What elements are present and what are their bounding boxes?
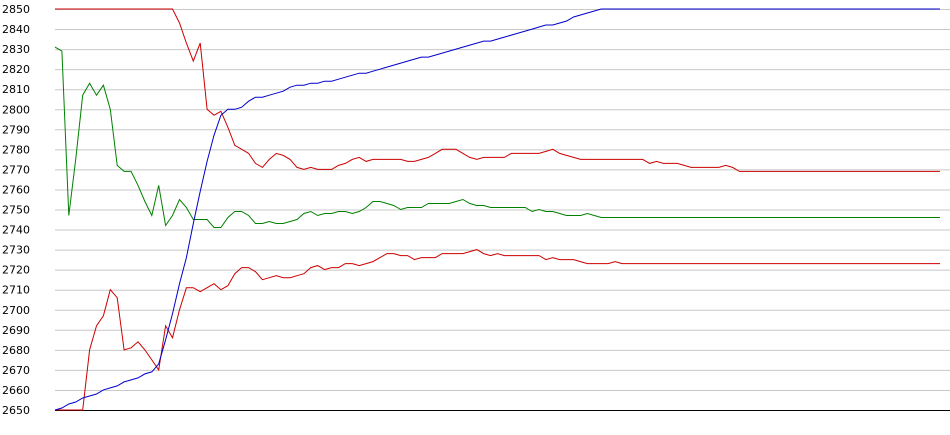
y-tick-label: 2740 xyxy=(2,224,30,237)
series-line-4 xyxy=(54,8,940,411)
y-tick-label: 2830 xyxy=(2,43,30,56)
y-tick-label: 2770 xyxy=(2,163,30,176)
y-tick-label: 2750 xyxy=(2,204,30,217)
y-tick-label: 2840 xyxy=(2,23,30,36)
y-tick-label: 2800 xyxy=(2,103,30,116)
series-line-2 xyxy=(55,249,940,411)
y-tick-label: 2680 xyxy=(2,344,30,357)
series-line-3 xyxy=(54,46,940,228)
y-tick-label: 2780 xyxy=(2,143,30,156)
y-tick-label: 2730 xyxy=(2,244,30,257)
y-axis-tick-labels: 2650 2660 2670 2680 2690 2700 2710 2720 2730 2740… xyxy=(2,3,30,417)
y-tick-label: 2810 xyxy=(2,83,30,96)
series-lines xyxy=(54,8,940,411)
series-line-1 xyxy=(55,8,940,172)
y-tick-label: 2790 xyxy=(2,123,30,136)
y-tick-label: 2670 xyxy=(2,364,30,377)
y-tick-label: 2720 xyxy=(2,264,30,277)
y-tick-label: 2660 xyxy=(2,384,30,397)
gridlines xyxy=(55,9,950,411)
y-tick-label: 2700 xyxy=(2,304,30,317)
y-tick-label: 2690 xyxy=(2,324,30,337)
y-tick-label: 2650 xyxy=(2,404,30,417)
y-tick-label: 2820 xyxy=(2,63,30,76)
y-tick-label: 2760 xyxy=(2,183,30,196)
y-tick-label: 2850 xyxy=(2,3,30,16)
y-tick-label: 2710 xyxy=(2,284,30,297)
